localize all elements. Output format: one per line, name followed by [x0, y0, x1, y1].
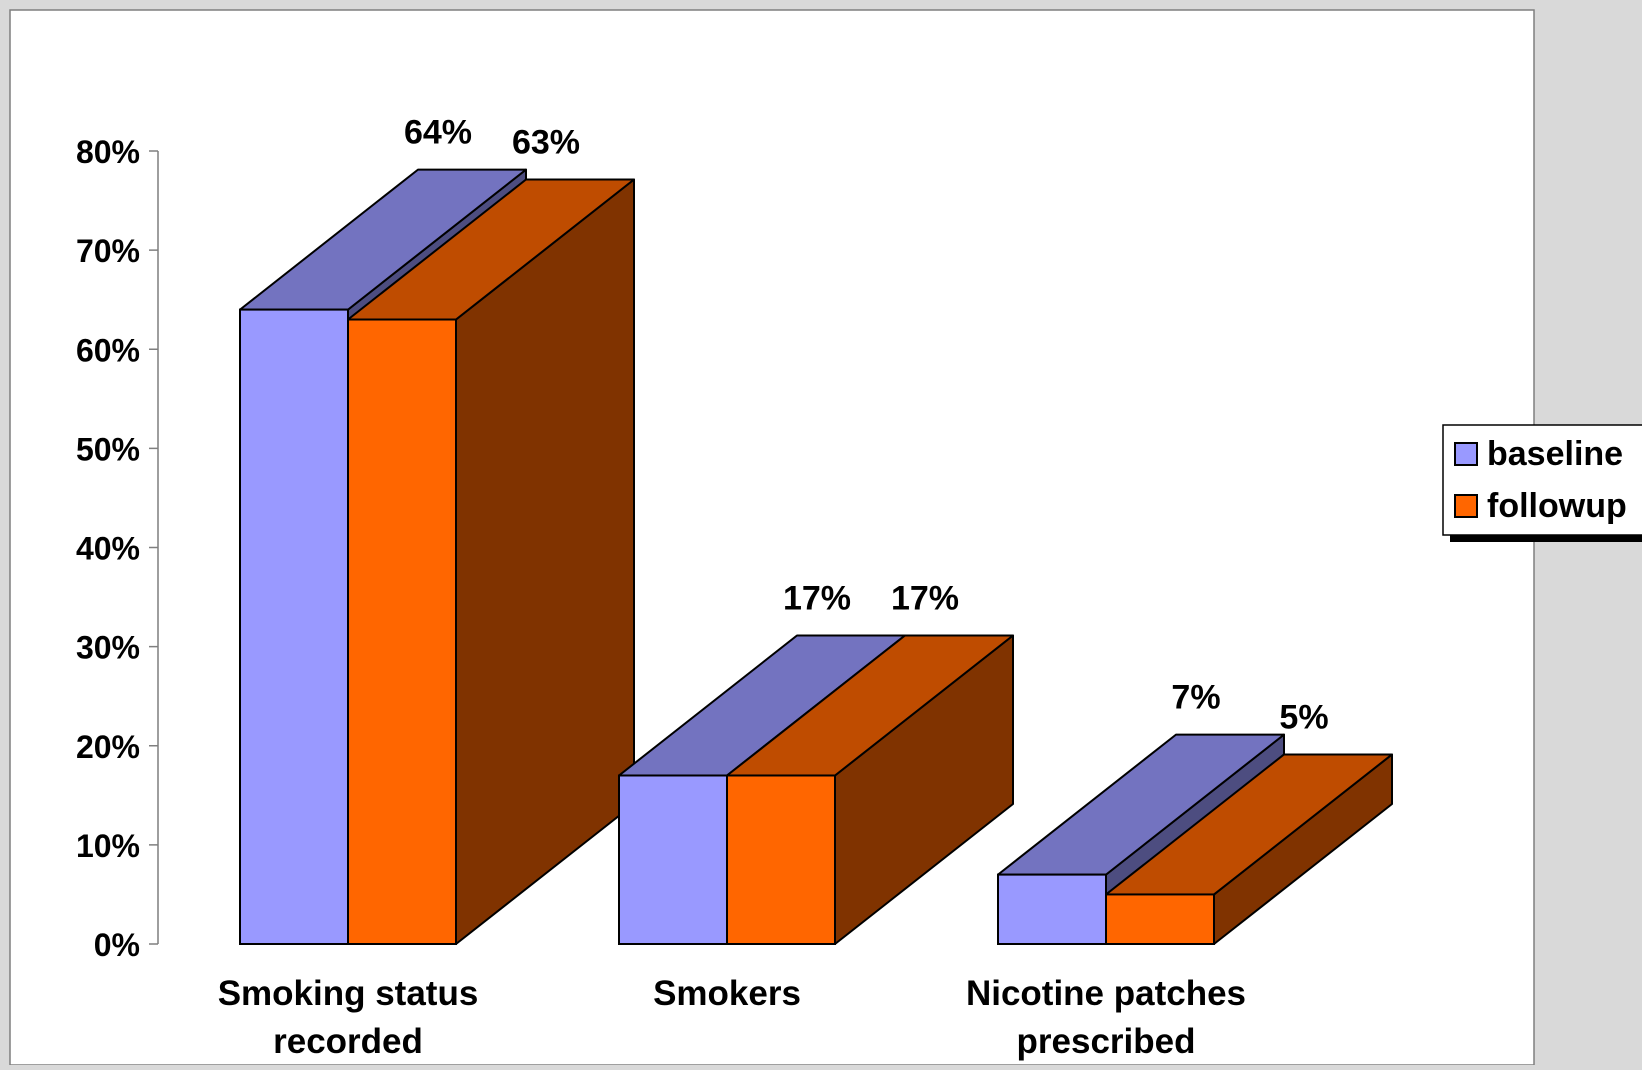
bar-front-face [347, 318, 457, 945]
y-tick-label: 60% [76, 332, 140, 368]
legend-swatch-followup [1454, 494, 1478, 518]
bar-followup-1 [726, 634, 1014, 945]
legend: baseline followup [1442, 424, 1642, 542]
legend-label-followup: followup [1487, 487, 1627, 525]
data-labels: 64% 63% 17% 17% 7% 5% [404, 114, 1329, 737]
data-label-baseline-2: 7% [1171, 679, 1220, 717]
bars [239, 168, 1393, 946]
data-label-followup-0: 63% [512, 124, 580, 162]
data-label-baseline-0: 64% [404, 114, 472, 152]
y-tick-label: 20% [76, 729, 140, 765]
y-tick-label: 0% [94, 927, 140, 963]
category-label: Nicotine patches [966, 974, 1246, 1013]
bar-front-face [726, 774, 836, 945]
bar-followup-0 [347, 178, 635, 945]
y-tick-label: 70% [76, 233, 140, 269]
legend-swatch-baseline [1454, 442, 1478, 466]
legend-label-baseline: baseline [1487, 435, 1623, 473]
bar-front-face [1105, 893, 1215, 945]
data-label-baseline-1: 17% [783, 579, 851, 617]
bar-front-face [997, 873, 1107, 945]
y-tick-label: 30% [76, 630, 140, 666]
data-label-followup-2: 5% [1279, 698, 1328, 736]
y-tick-label: 80% [76, 134, 140, 170]
bar-front-face [618, 774, 728, 945]
category-label: prescribed [1017, 1022, 1196, 1061]
category-label: recorded [273, 1022, 423, 1061]
bar-front-face [239, 308, 349, 946]
y-tick-label: 50% [76, 431, 140, 467]
category-label: Smokers [653, 974, 801, 1013]
bar-followup-2 [1105, 753, 1393, 945]
data-label-followup-1: 17% [891, 579, 959, 617]
category-labels: Smoking status recorded Smokers Nicotine pa… [218, 974, 1246, 1061]
category-label: Smoking status [218, 974, 479, 1013]
y-tick-label: 40% [76, 531, 140, 567]
y-axis: 0% 10% 20% 30% 40% 50% 60% 70% 80% [76, 134, 159, 963]
y-tick-label: 10% [76, 828, 140, 864]
